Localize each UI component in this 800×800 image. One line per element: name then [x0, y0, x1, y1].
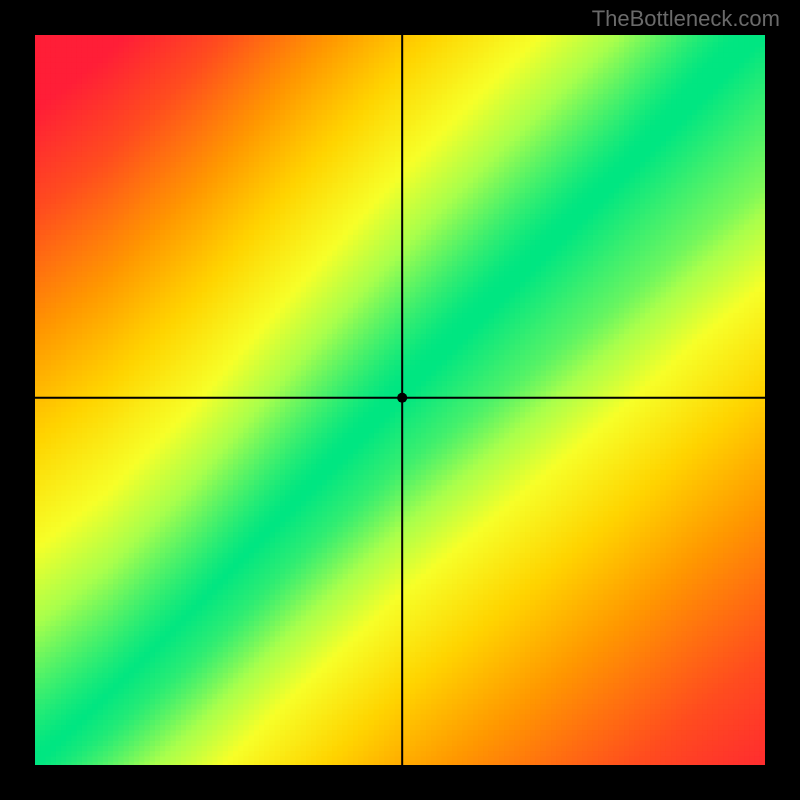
bottleneck-heatmap: [35, 35, 765, 765]
watermark-text: TheBottleneck.com: [592, 6, 780, 32]
chart-container: TheBottleneck.com: [0, 0, 800, 800]
